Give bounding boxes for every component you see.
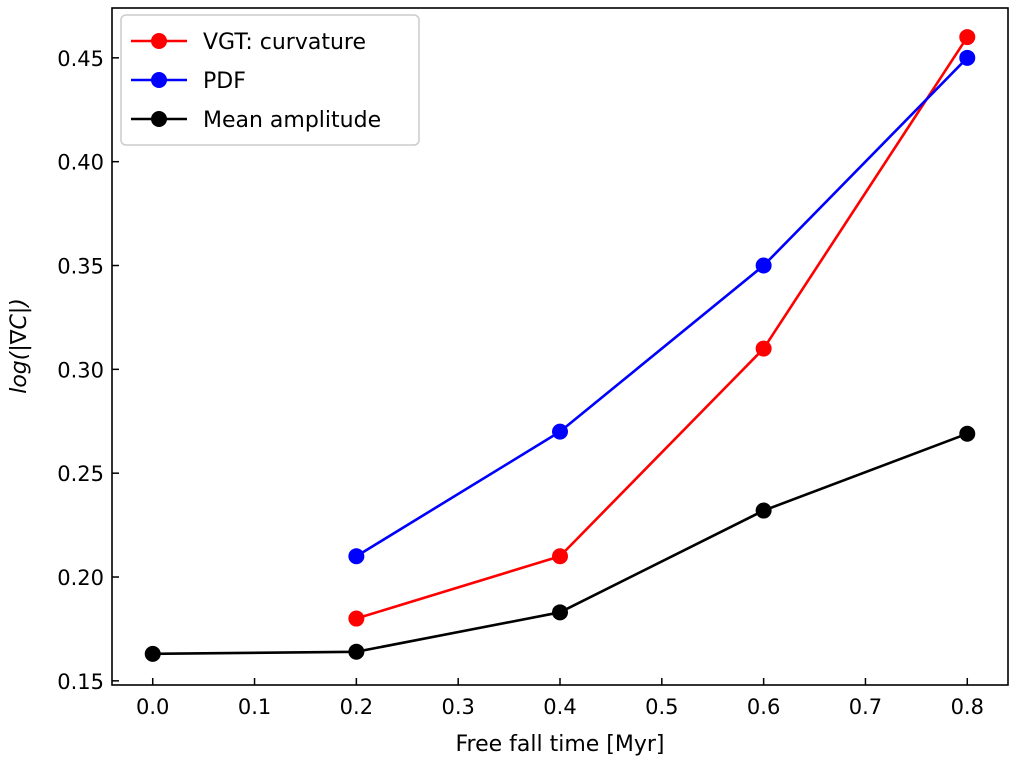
- data-point-vgt-curvature: [348, 610, 365, 627]
- legend-label-mean-amplitude: Mean amplitude: [203, 108, 381, 133]
- data-point-pdf: [552, 423, 568, 440]
- y-tick-label: 0.15: [57, 670, 104, 694]
- y-tick-label: 0.35: [57, 255, 104, 279]
- x-tick-label: 0.3: [441, 695, 474, 719]
- data-point-vgt-curvature: [959, 29, 976, 46]
- data-point-pdf: [755, 257, 772, 274]
- series-line-vgt-curvature: [355, 36, 969, 620]
- data-point-vgt-curvature: [552, 548, 568, 565]
- data-point-mean-amplitude: [348, 643, 365, 660]
- legend-label-pdf: PDF: [203, 69, 246, 94]
- data-point-mean-amplitude: [552, 604, 568, 621]
- x-axis-label: Free fall time [Myr]: [455, 732, 664, 757]
- y-tick-label: 0.40: [57, 151, 104, 175]
- x-tick-label: 0.0: [136, 695, 169, 719]
- legend-box: [120, 14, 420, 146]
- x-tick-label: 0.2: [340, 695, 373, 719]
- data-point-mean-amplitude: [959, 425, 976, 442]
- data-point-vgt-curvature: [755, 340, 772, 357]
- x-tick-label: 0.1: [238, 695, 271, 719]
- data-point-pdf: [959, 49, 976, 66]
- x-tick-label: 0.6: [747, 695, 780, 719]
- y-tick-label: 0.30: [57, 358, 104, 382]
- y-axis-label: log(|∇C|): [7, 298, 32, 394]
- x-tick-label: 0.4: [543, 695, 576, 719]
- series-line-pdf: [355, 56, 969, 558]
- data-point-mean-amplitude: [144, 645, 161, 662]
- legend-marker-vgt-curvature: [151, 33, 167, 49]
- x-tick-label: 0.5: [645, 695, 678, 719]
- legend-label-vgt-curvature: VGT: curvature: [203, 30, 366, 55]
- series-layer: [144, 29, 976, 662]
- y-axis-ticks: 0.15 0.20 0.25 0.30 0.35 0.40 0.45: [57, 47, 119, 694]
- y-tick-label: 0.25: [57, 462, 104, 486]
- y-tick-label: 0.20: [57, 566, 104, 590]
- x-tick-label: 0.8: [951, 695, 984, 719]
- legend-marker-mean-amplitude: [151, 111, 167, 127]
- data-point-mean-amplitude: [755, 502, 772, 519]
- data-point-pdf: [348, 548, 365, 565]
- x-axis-ticks: 0.0 0.1 0.2 0.3 0.4 0.5 0.6 0.7 0.8: [136, 678, 984, 719]
- x-tick-label: 0.7: [849, 695, 882, 719]
- legend-marker-pdf: [151, 72, 167, 88]
- legend: VGT: curvature PDF Mean amplitude: [120, 14, 420, 146]
- y-tick-label: 0.45: [57, 47, 104, 71]
